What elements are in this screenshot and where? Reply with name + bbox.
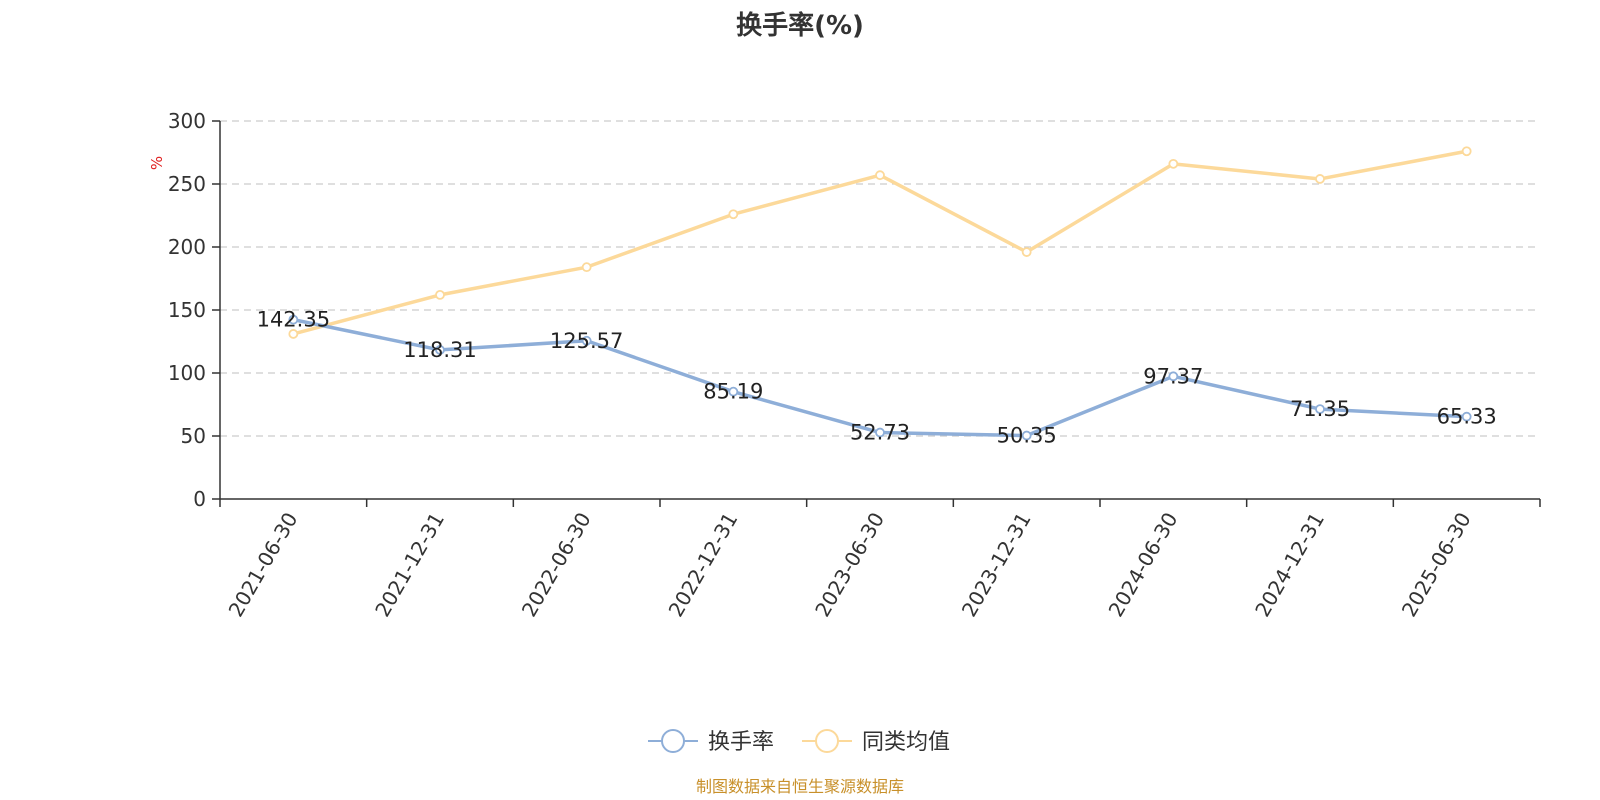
grid-lines: [220, 120, 1540, 437]
y-tick-label: 300: [168, 109, 206, 133]
legend-item-0[interactable]: 换手率: [648, 729, 774, 755]
data-point-1[interactable]: [1461, 146, 1472, 157]
y-tick-label: 0: [193, 487, 206, 511]
data-point-0[interactable]: [875, 427, 885, 438]
x-tick-label: 2021-06-30: [224, 508, 303, 621]
legend-circle-icon: [815, 729, 839, 753]
axes: 0 50 100 150 200 250 300 2021-06-30 2021-12-31 20…: [168, 109, 1541, 621]
data-label: 65.33: [1437, 405, 1497, 429]
data-point-0[interactable]: [1168, 371, 1179, 382]
data-label: 85.19: [703, 380, 763, 404]
legend-circle-icon: [661, 729, 685, 753]
data-point-0[interactable]: [1021, 430, 1032, 441]
data-label: 52.73: [850, 421, 910, 445]
data-point-0[interactable]: [435, 345, 445, 355]
x-tick-label: 2024-06-30: [1104, 508, 1183, 621]
legend[interactable]: 换手率 同类均值: [648, 729, 950, 755]
x-tick-label: 2021-12-31: [370, 508, 449, 621]
data-point-0[interactable]: [728, 386, 739, 397]
series-lines: [288, 146, 1472, 441]
legend-item-1[interactable]: 同类均值: [802, 729, 950, 755]
y-tick-label: 150: [168, 298, 206, 322]
data-point-0[interactable]: [581, 335, 592, 346]
data-label: 142.35: [257, 308, 330, 332]
x-tick-label: 2022-06-30: [517, 508, 596, 621]
data-point-1[interactable]: [1168, 158, 1179, 169]
data-label: 118.31: [403, 338, 476, 362]
legend-label: 换手率: [708, 730, 774, 755]
data-point-1[interactable]: [728, 209, 739, 220]
data-label: 50.35: [997, 424, 1057, 448]
y-tick-label: 200: [168, 235, 206, 259]
y-tick-label: 50: [181, 424, 206, 448]
data-labels: 142.35 118.31 125.57 85.19 52.73 50.35 97.37 71…: [257, 308, 1497, 448]
data-point-0[interactable]: [288, 314, 299, 325]
data-point-0[interactable]: [1461, 411, 1472, 422]
data-point-1[interactable]: [1315, 174, 1325, 184]
data-point-1[interactable]: [581, 262, 592, 273]
x-tick-label: 2022-12-31: [664, 508, 743, 621]
x-tick-label: 2023-12-31: [957, 508, 1036, 621]
y-tick-label: 100: [168, 361, 206, 385]
x-tick-label: 2025-06-30: [1397, 508, 1476, 621]
data-label: 125.57: [550, 329, 623, 353]
y-tick-label: 250: [168, 172, 206, 196]
data-point-1[interactable]: [288, 329, 299, 339]
data-point-1[interactable]: [435, 289, 445, 300]
data-point-1[interactable]: [1021, 247, 1032, 257]
x-tick-label: 2024-12-31: [1250, 508, 1329, 621]
chart-title: 换手率(%): [736, 10, 864, 41]
y-axis-unit-label: %: [148, 156, 166, 170]
legend-label: 同类均值: [862, 730, 950, 755]
data-label: 71.35: [1290, 397, 1350, 421]
data-label: 97.37: [1143, 364, 1203, 388]
data-point-0[interactable]: [1315, 404, 1325, 414]
data-point-1[interactable]: [875, 170, 885, 181]
x-tick-label: 2023-06-30: [810, 508, 889, 621]
data-source-note: 制图数据来自恒生聚源数据库: [696, 777, 904, 796]
